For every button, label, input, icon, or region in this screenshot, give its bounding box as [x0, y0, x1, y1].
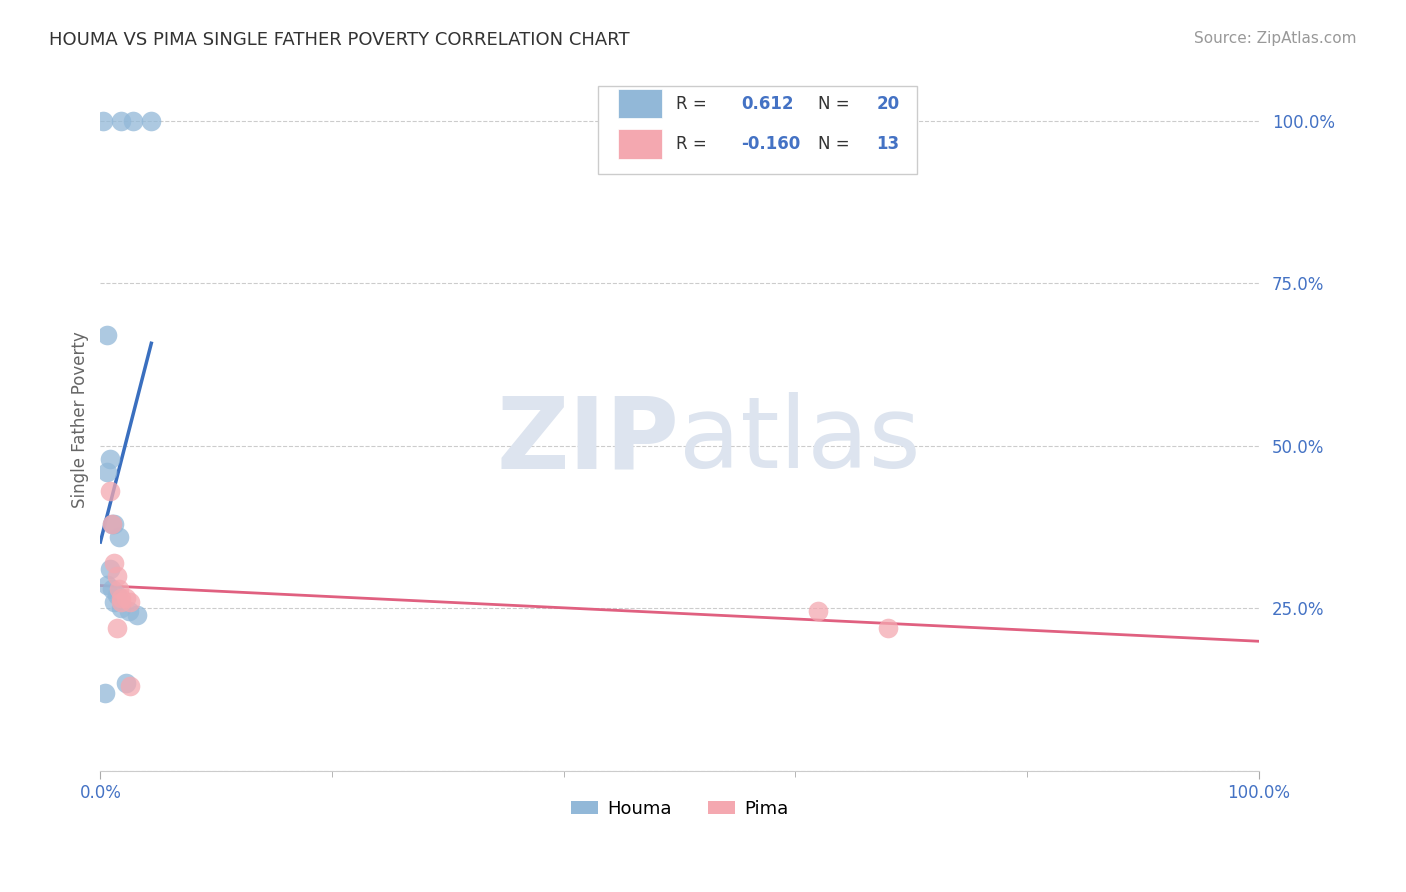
- Point: [127, 607, 149, 622]
- Point: [807, 604, 830, 618]
- Point: [105, 588, 128, 602]
- Y-axis label: Single Father Poverty: Single Father Poverty: [72, 331, 89, 508]
- Point: [121, 113, 143, 128]
- Point: [103, 556, 125, 570]
- Point: [101, 516, 124, 531]
- Text: N =: N =: [818, 135, 851, 153]
- Text: R =: R =: [676, 135, 707, 153]
- Bar: [619, 129, 662, 159]
- Text: 20: 20: [876, 95, 900, 112]
- Point: [110, 601, 132, 615]
- Point: [101, 582, 124, 596]
- Point: [108, 530, 131, 544]
- Point: [110, 594, 132, 608]
- Legend: Houma, Pima: Houma, Pima: [564, 792, 796, 825]
- Text: atlas: atlas: [679, 392, 921, 489]
- Text: 0.612: 0.612: [741, 95, 793, 112]
- Point: [96, 328, 118, 343]
- Point: [98, 484, 121, 499]
- Point: [110, 591, 132, 606]
- Text: N =: N =: [818, 95, 851, 112]
- Point: [103, 594, 125, 608]
- Text: ZIP: ZIP: [496, 392, 679, 489]
- Point: [96, 465, 118, 479]
- Point: [114, 676, 136, 690]
- Point: [94, 686, 117, 700]
- Point: [101, 516, 124, 531]
- Point: [105, 568, 128, 582]
- Point: [120, 679, 142, 693]
- Point: [118, 604, 141, 618]
- Text: 13: 13: [876, 135, 900, 153]
- Point: [96, 578, 118, 592]
- FancyBboxPatch shape: [599, 86, 917, 174]
- Text: R =: R =: [676, 95, 707, 112]
- Point: [105, 621, 128, 635]
- Point: [877, 621, 900, 635]
- Point: [103, 516, 125, 531]
- Point: [120, 594, 142, 608]
- Text: -0.160: -0.160: [741, 135, 800, 153]
- Point: [108, 582, 131, 596]
- Text: Source: ZipAtlas.com: Source: ZipAtlas.com: [1194, 31, 1357, 46]
- Point: [98, 562, 121, 576]
- Bar: [619, 89, 662, 119]
- Point: [114, 591, 136, 606]
- Point: [141, 113, 163, 128]
- Point: [98, 451, 121, 466]
- Point: [91, 113, 114, 128]
- Point: [110, 113, 132, 128]
- Text: HOUMA VS PIMA SINGLE FATHER POVERTY CORRELATION CHART: HOUMA VS PIMA SINGLE FATHER POVERTY CORR…: [49, 31, 630, 49]
